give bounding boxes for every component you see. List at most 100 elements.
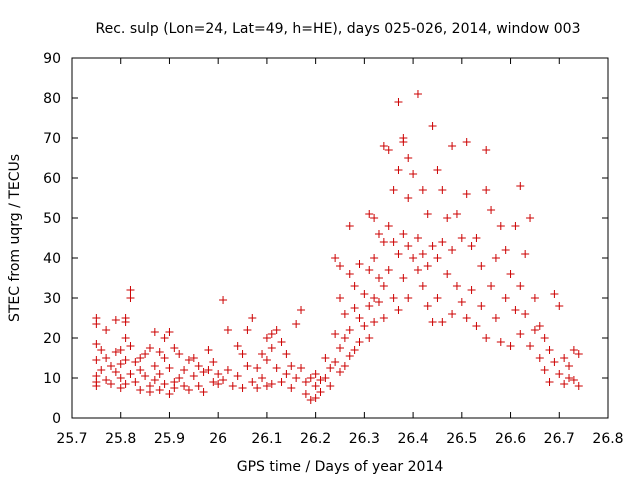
- data-point: [501, 294, 510, 302]
- data-point: [433, 294, 442, 302]
- data-point: [180, 366, 189, 374]
- data-point: [521, 310, 530, 318]
- data-point: [506, 342, 515, 350]
- data-point: [277, 338, 286, 346]
- data-point: [491, 254, 500, 262]
- data-point: [311, 394, 320, 402]
- data-point: [472, 322, 481, 330]
- y-axis-ticks: 0 10 20 30 40 50 60 70 80 90: [43, 51, 608, 427]
- data-point: [345, 222, 354, 230]
- y-tick-label: 80: [43, 91, 61, 107]
- x-tick-label: 25.8: [105, 431, 136, 447]
- y-tick-label: 10: [43, 371, 61, 387]
- data-point: [560, 380, 569, 388]
- data-point: [345, 270, 354, 278]
- data-point: [394, 306, 403, 314]
- data-point: [131, 378, 140, 386]
- data-point: [540, 366, 549, 374]
- data-point: [92, 340, 101, 348]
- data-point: [452, 210, 461, 218]
- data-point: [530, 294, 539, 302]
- data-point: [511, 306, 520, 314]
- data-point: [92, 382, 101, 390]
- data-point: [267, 344, 276, 352]
- data-point: [116, 374, 125, 382]
- data-point: [336, 344, 344, 352]
- y-axis-label: STEC from uqrg / TECUs: [7, 154, 23, 322]
- data-point: [301, 390, 310, 398]
- data-point: [423, 262, 432, 270]
- data-point: [92, 356, 101, 364]
- data-point: [126, 294, 135, 302]
- data-point: [540, 334, 549, 342]
- data-point: [550, 358, 559, 366]
- x-tick-label: 26.6: [495, 431, 526, 447]
- data-point: [452, 282, 461, 290]
- data-point: [262, 356, 271, 364]
- data-point: [345, 352, 354, 360]
- data-point: [555, 302, 564, 310]
- data-point: [253, 364, 262, 372]
- data-point: [438, 186, 447, 194]
- x-tick-label: 26.1: [251, 431, 282, 447]
- data-point: [374, 298, 383, 306]
- data-point: [467, 242, 476, 250]
- data-point: [477, 302, 486, 310]
- data-point: [413, 266, 422, 274]
- data-point: [399, 230, 408, 238]
- data-point: [569, 376, 578, 384]
- data-point: [574, 350, 583, 358]
- data-point: [423, 210, 432, 218]
- data-point: [238, 350, 247, 358]
- data-point: [223, 366, 232, 374]
- data-point: [355, 314, 364, 322]
- data-point: [379, 238, 388, 246]
- data-point: [204, 366, 213, 374]
- data-point: [331, 254, 340, 262]
- data-point: [418, 282, 427, 290]
- x-tick-label: 26.2: [300, 431, 331, 447]
- data-point: [116, 360, 125, 368]
- data-point: [316, 388, 325, 396]
- data-point: [297, 306, 306, 314]
- data-point: [223, 326, 232, 334]
- data-point: [384, 266, 393, 274]
- data-point: [131, 358, 140, 366]
- data-point: [496, 338, 505, 346]
- data-point: [482, 334, 491, 342]
- data-point: [306, 374, 315, 382]
- data-point: [326, 364, 335, 372]
- data-point: [530, 326, 539, 334]
- data-point: [97, 366, 106, 374]
- data-point: [150, 376, 159, 384]
- data-point: [389, 294, 398, 302]
- data-point: [350, 346, 359, 354]
- data-point: [175, 374, 184, 382]
- data-point: [457, 234, 466, 242]
- data-point: [374, 230, 383, 238]
- data-point: [155, 370, 164, 378]
- data-point: [438, 238, 447, 246]
- data-point: [448, 142, 457, 150]
- data-point: [545, 346, 554, 354]
- x-tick-label: 26: [209, 431, 227, 447]
- data-point: [258, 350, 267, 358]
- data-point: [365, 334, 374, 342]
- data-point: [282, 350, 291, 358]
- data-point: [467, 286, 476, 294]
- data-point: [535, 322, 544, 330]
- data-point: [399, 138, 408, 146]
- data-point: [326, 382, 335, 390]
- data-point: [214, 370, 223, 378]
- data-point: [316, 376, 325, 384]
- x-axis-label: GPS time / Days of year 2014: [237, 459, 444, 475]
- data-point: [472, 234, 481, 242]
- data-point: [126, 342, 135, 350]
- data-point: [462, 138, 471, 146]
- x-tick-label: 26.7: [544, 431, 575, 447]
- data-point: [136, 366, 145, 374]
- data-point: [501, 246, 510, 254]
- data-point: [184, 356, 193, 364]
- data-point: [121, 380, 130, 388]
